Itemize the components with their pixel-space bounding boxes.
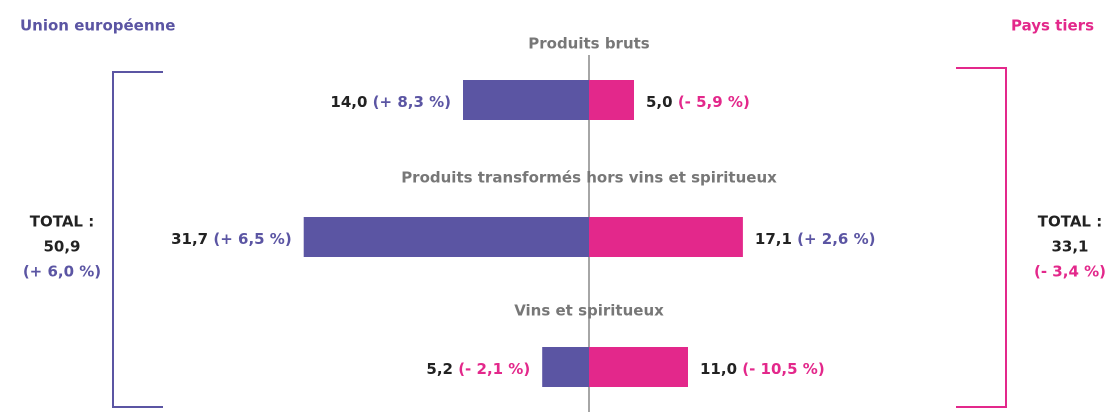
- total-label: TOTAL :: [30, 213, 94, 231]
- total-value: 33,1: [1051, 238, 1088, 256]
- bar: [303, 217, 589, 257]
- change-label: (+ 8,3 %): [373, 93, 451, 111]
- right-bracket: [956, 67, 1007, 408]
- bar: [589, 347, 688, 387]
- category-label: Vins et spiritueux: [514, 302, 664, 320]
- change-label: (- 5,9 %): [678, 93, 750, 111]
- bar: [463, 80, 589, 120]
- category-label: Produits transformés hors vins et spirit…: [401, 169, 777, 187]
- value-label: 17,1: [755, 230, 792, 248]
- total-change: (- 3,4 %): [1034, 263, 1106, 281]
- left-bracket: [112, 71, 163, 408]
- series-title: Union européenne: [20, 17, 175, 35]
- bar-label: 31,7 (+ 6,5 %): [171, 230, 292, 248]
- value-label: 5,0: [646, 93, 673, 111]
- bar-label: 11,0 (- 10,5 %): [700, 360, 825, 378]
- series-title: Pays tiers: [1011, 17, 1094, 35]
- total-label: TOTAL :: [1038, 213, 1102, 231]
- bar-label: 14,0 (+ 8,3 %): [330, 93, 451, 111]
- value-label: 31,7: [171, 230, 208, 248]
- bar: [589, 217, 743, 257]
- value-label: 11,0: [700, 360, 737, 378]
- total-value: 50,9: [43, 238, 80, 256]
- total-change: (+ 6,0 %): [23, 263, 101, 281]
- bar-label: 5,0 (- 5,9 %): [646, 93, 750, 111]
- bar-label: 5,2 (- 2,1 %): [426, 360, 530, 378]
- value-label: 14,0: [330, 93, 367, 111]
- change-label: (- 10,5 %): [742, 360, 824, 378]
- bar: [542, 347, 589, 387]
- bar-label: 17,1 (+ 2,6 %): [755, 230, 876, 248]
- value-label: 5,2: [426, 360, 453, 378]
- bar: [589, 80, 634, 120]
- change-label: (+ 6,5 %): [213, 230, 291, 248]
- change-label: (+ 2,6 %): [797, 230, 875, 248]
- category-label: Produits bruts: [528, 35, 650, 53]
- change-label: (- 2,1 %): [458, 360, 530, 378]
